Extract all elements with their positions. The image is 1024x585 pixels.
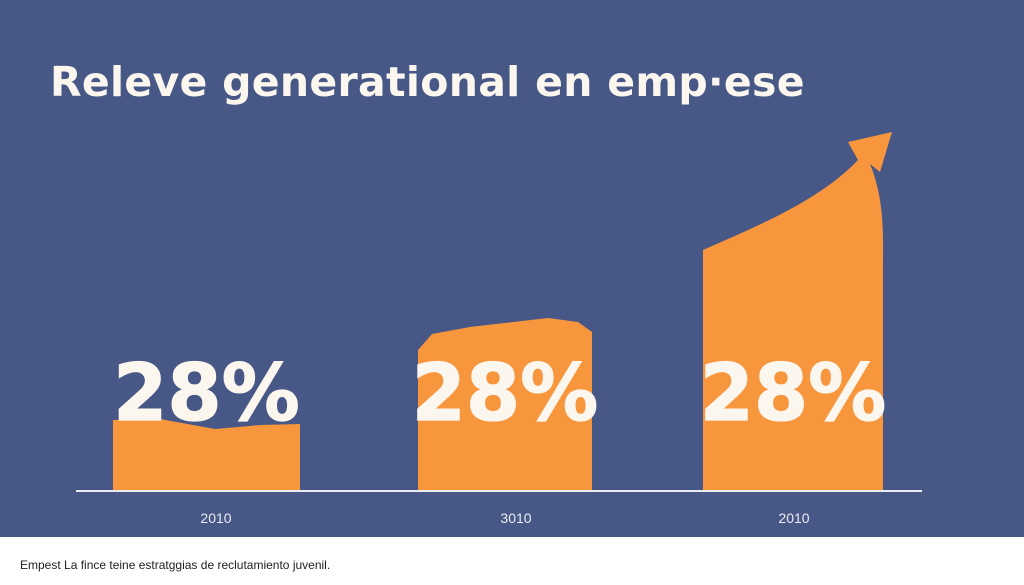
chart-title: Releve generational en emp·ese xyxy=(50,58,805,106)
x-tick-label-1: 2010 xyxy=(200,510,231,526)
bar-1 xyxy=(113,419,300,491)
data-label-1: 28% xyxy=(113,349,300,439)
bar-2 xyxy=(418,318,592,491)
x-tick-label-3: 2010 xyxy=(778,510,809,526)
footer-caption: Empest La fince teine estratggias de rec… xyxy=(20,558,331,572)
x-tick-label-2: 3010 xyxy=(500,510,531,526)
data-label-3: 28% xyxy=(700,349,887,439)
chart-panel: Releve generational en emp·ese 28% 28% 28%… xyxy=(0,0,1024,537)
bar-3 xyxy=(703,132,892,491)
data-label-2: 28% xyxy=(412,349,599,439)
bar-chart: 28% 28% 28% 2010 3010 2010 xyxy=(76,132,922,526)
